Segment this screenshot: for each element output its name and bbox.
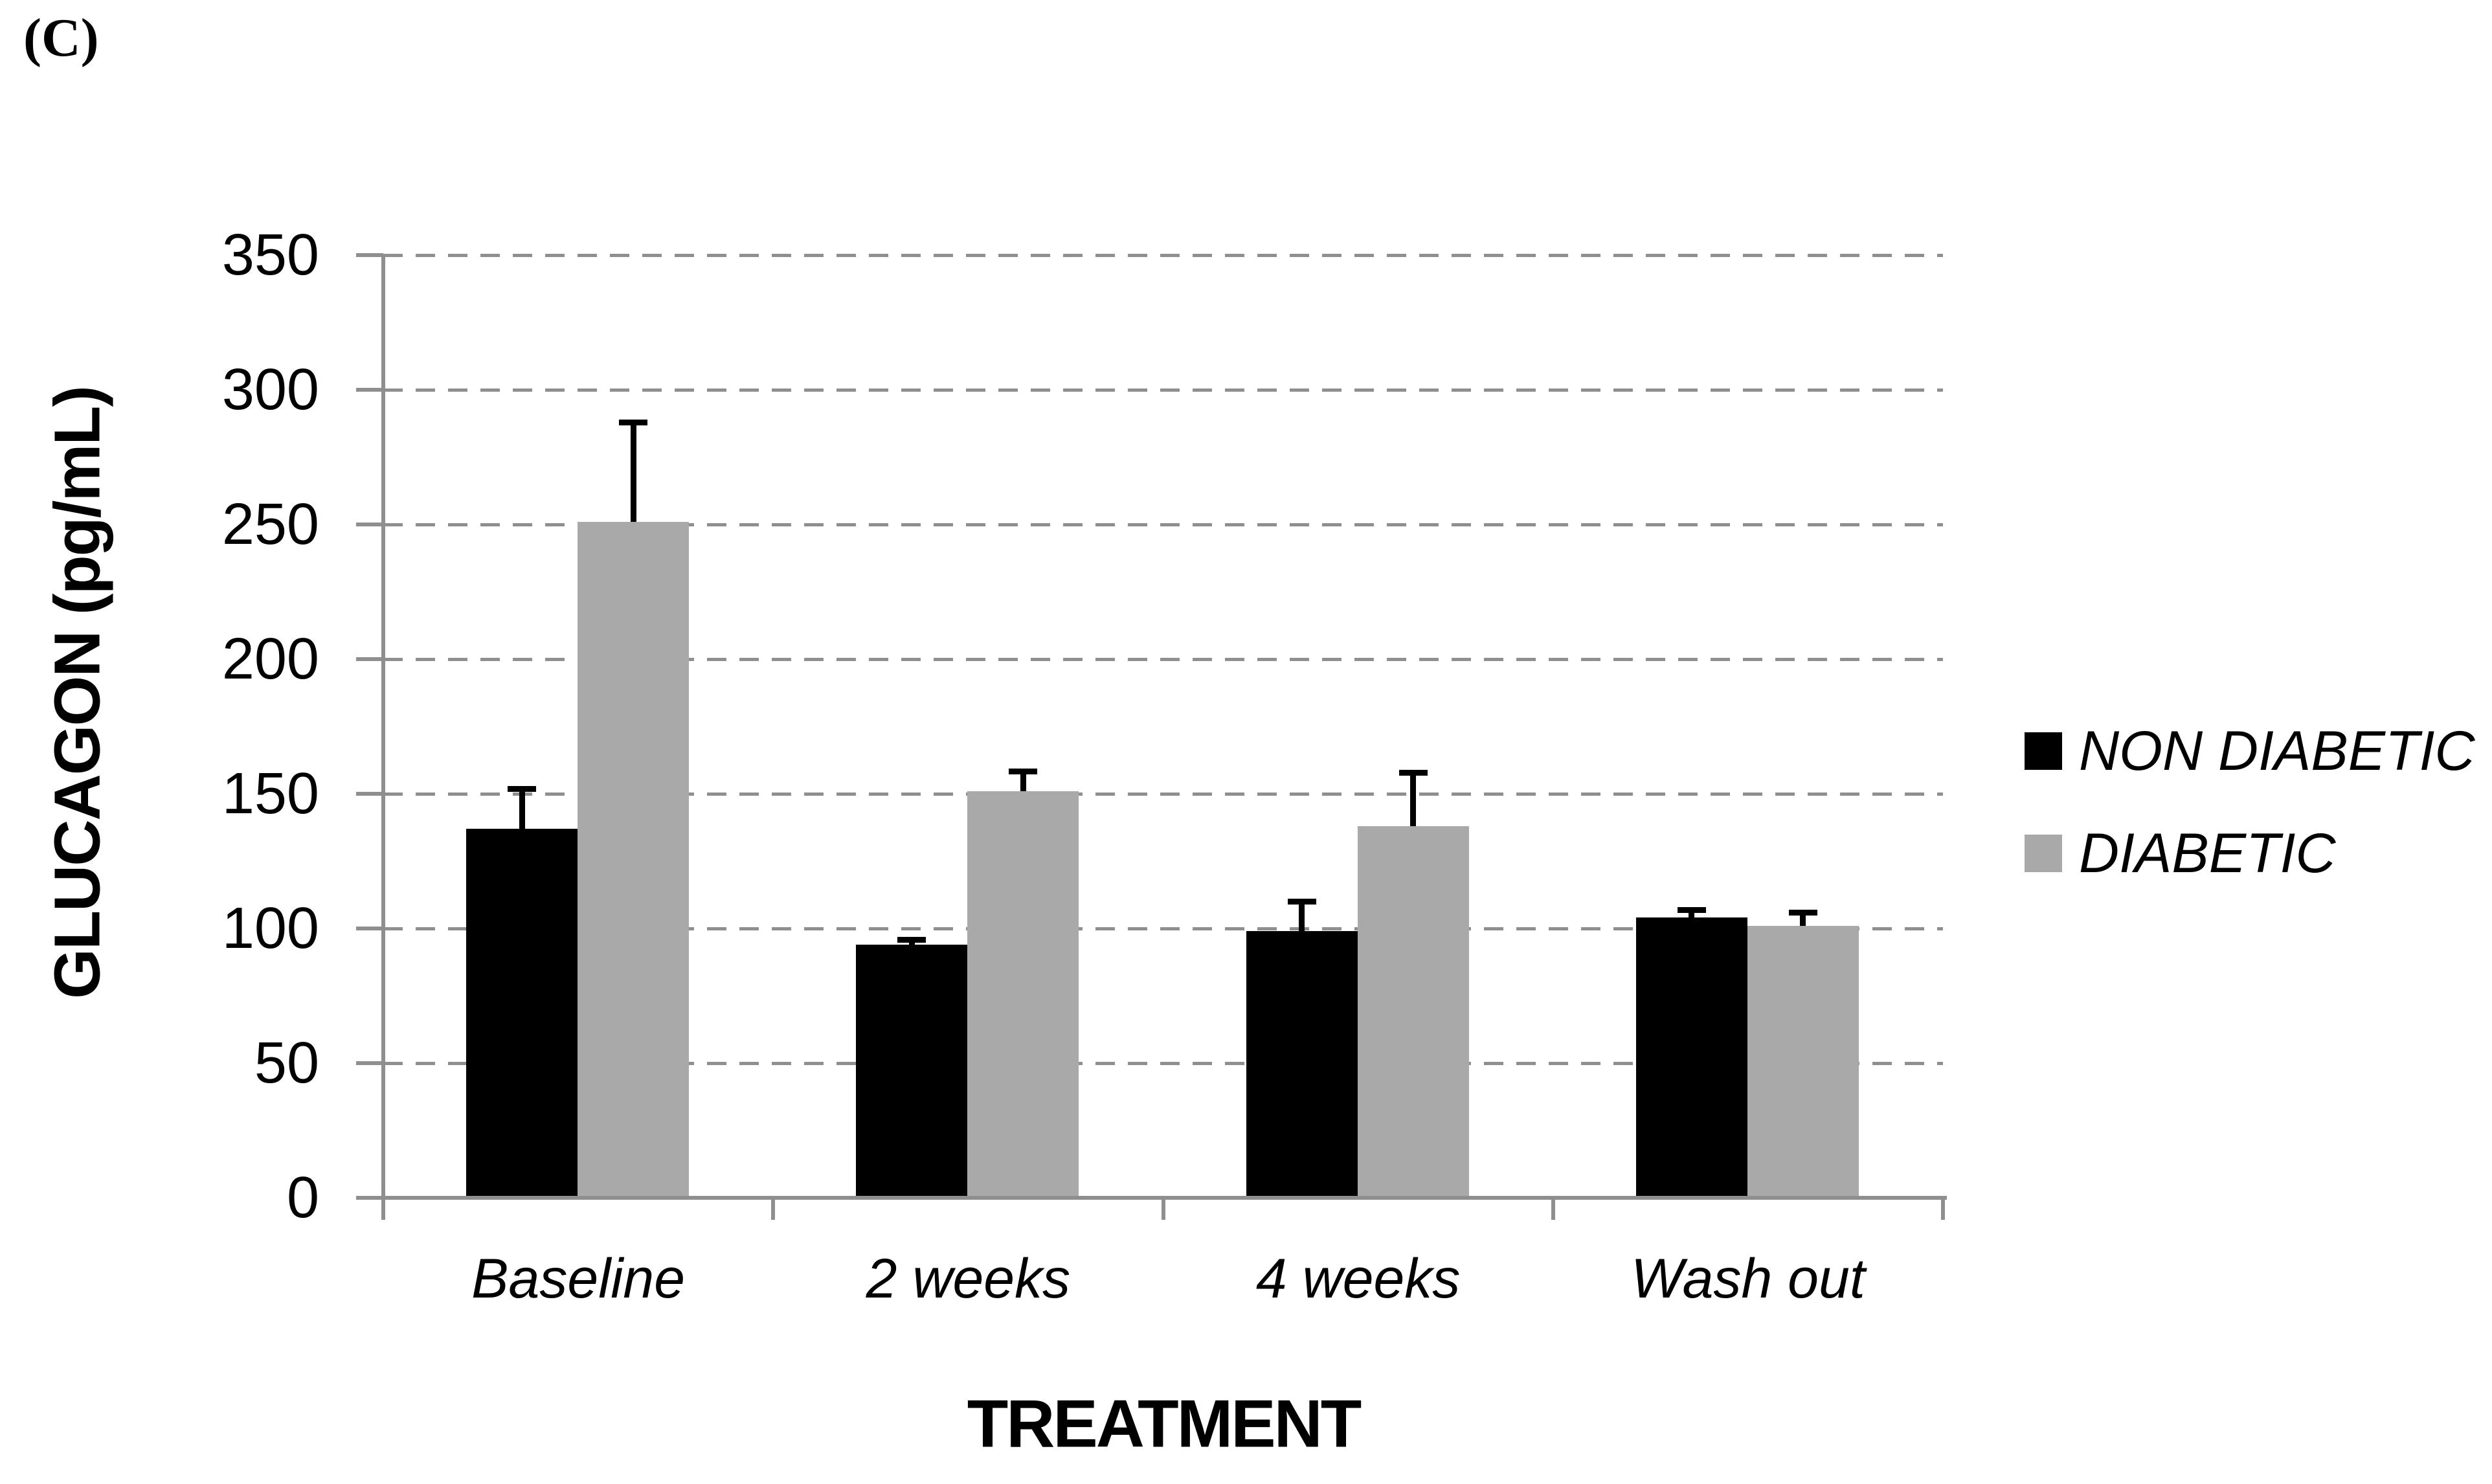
y-tick-label-200: 200 bbox=[221, 627, 319, 691]
error-bar-cap bbox=[619, 419, 647, 425]
error-bar-whisker bbox=[630, 422, 636, 522]
gridline-300 bbox=[383, 388, 1943, 392]
y-tick-250 bbox=[356, 523, 383, 526]
bar-diabetic-2-weeks bbox=[967, 791, 1079, 1198]
y-tick-50 bbox=[356, 1061, 383, 1065]
y-tick-label-350: 350 bbox=[221, 223, 319, 287]
x-boundary-tick-3 bbox=[1551, 1196, 1555, 1220]
error-bar-cap bbox=[897, 936, 926, 943]
legend-swatch-icon bbox=[2025, 835, 2062, 872]
x-category-label-wash-out: Wash out bbox=[1631, 1248, 1865, 1310]
y-axis-title: GLUCAGON (pg/mL) bbox=[41, 387, 114, 999]
panel-label: (C) bbox=[23, 8, 99, 68]
y-tick-label-0: 0 bbox=[286, 1165, 319, 1230]
bar-non-diabetic-baseline bbox=[466, 829, 578, 1198]
y-tick-150 bbox=[356, 792, 383, 796]
y-tick-label-250: 250 bbox=[221, 492, 319, 557]
y-tick-200 bbox=[356, 657, 383, 661]
error-bar-cap bbox=[1287, 899, 1316, 905]
error-bar-cap bbox=[1009, 768, 1038, 774]
bar-diabetic-wash-out bbox=[1747, 925, 1859, 1198]
gridline-50 bbox=[383, 1062, 1943, 1065]
y-tick-0 bbox=[356, 1196, 383, 1200]
error-bar-cap bbox=[1398, 769, 1428, 776]
error-bar-cap bbox=[508, 785, 536, 792]
x-axis-title: TREATMENT bbox=[967, 1386, 1362, 1462]
gridline-150 bbox=[383, 793, 1943, 796]
x-boundary-tick-1 bbox=[771, 1196, 776, 1220]
x-category-label-2-weeks: 2 weeks bbox=[866, 1248, 1071, 1310]
legend-label: DIABETIC bbox=[2079, 822, 2336, 884]
y-tick-label-150: 150 bbox=[221, 761, 319, 826]
y-tick-label-100: 100 bbox=[221, 896, 319, 961]
error-bar-whisker bbox=[1299, 901, 1305, 932]
y-tick-100 bbox=[356, 927, 383, 930]
y-tick-label-300: 300 bbox=[221, 357, 319, 422]
gridline-100 bbox=[383, 927, 1943, 930]
bar-diabetic-baseline bbox=[578, 521, 689, 1198]
gridline-200 bbox=[383, 658, 1943, 661]
y-tick-350 bbox=[356, 253, 383, 257]
y-tick-300 bbox=[356, 388, 383, 392]
bar-diabetic-4-weeks bbox=[1357, 826, 1469, 1198]
error-bar-cap bbox=[1677, 906, 1706, 913]
gridline-250 bbox=[383, 523, 1943, 526]
bar-non-diabetic-2-weeks bbox=[856, 944, 968, 1198]
y-axis-line bbox=[381, 254, 385, 1206]
legend-swatch-icon bbox=[2025, 732, 2062, 770]
x-boundary-tick-2 bbox=[1161, 1196, 1165, 1220]
bar-non-diabetic-4-weeks bbox=[1246, 931, 1358, 1198]
x-boundary-tick-4 bbox=[1941, 1196, 1945, 1220]
bar-non-diabetic-wash-out bbox=[1635, 917, 1747, 1198]
error-bar-whisker bbox=[519, 788, 525, 829]
y-tick-label-50: 50 bbox=[254, 1031, 319, 1096]
error-bar-whisker bbox=[1020, 770, 1026, 791]
x-category-label-4-weeks: 4 weeks bbox=[1255, 1248, 1461, 1310]
error-bar-whisker bbox=[1800, 912, 1806, 926]
legend-label: NON DIABETIC bbox=[2079, 719, 2475, 782]
gridline-350 bbox=[383, 254, 1943, 257]
x-boundary-tick-0 bbox=[381, 1196, 385, 1220]
error-bar-cap bbox=[1788, 910, 1817, 916]
error-bar-whisker bbox=[1410, 772, 1416, 826]
legend-item-non-diabetic: NON DIABETIC bbox=[2025, 712, 2475, 790]
error-bar-whisker bbox=[1689, 909, 1695, 918]
legend-item-diabetic: DIABETIC bbox=[2025, 815, 2336, 892]
x-category-label-baseline: Baseline bbox=[471, 1248, 686, 1310]
